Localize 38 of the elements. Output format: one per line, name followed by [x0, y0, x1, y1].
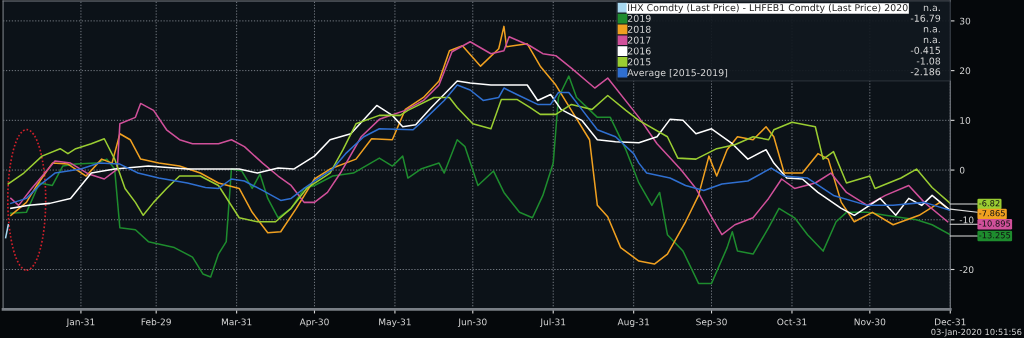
legend-label: Average [2015-2019]: [627, 68, 728, 79]
x-tick-label: Jul-31: [539, 318, 566, 327]
annotation: -10.895: [979, 220, 1011, 227]
annotation: -2.186: [910, 68, 941, 76]
x-tick-label: Nov-30: [854, 318, 886, 326]
annotation: -1.08: [916, 57, 941, 65]
legend-label: IHX Comdty (Last Price) - LHFEB1 Comdty (Last Price) 2020: [628, 3, 908, 13]
x-tick-label: May-31: [379, 318, 411, 328]
annotation: -7.865: [979, 210, 1005, 217]
y-tick-label: 10: [960, 117, 971, 124]
text: 03-Jan-2020 10:51:56: [931, 328, 1022, 337]
x-tick-label: Oct-31: [777, 318, 807, 326]
annotation: -13.255: [979, 232, 1011, 239]
x-tick-label: Feb-29: [141, 318, 171, 326]
y-tick-label: 20: [959, 67, 971, 75]
legend-label: 2017: [627, 36, 651, 44]
annotation: n.a.: [923, 5, 940, 12]
annotation: n.a.: [923, 27, 940, 33]
y-tick-label: 30: [959, 17, 971, 25]
y-tick-label: -20: [959, 266, 974, 274]
legend-label: 2018: [627, 25, 651, 33]
legend-label: 2016: [627, 47, 651, 55]
y-tick-label: 0: [959, 166, 965, 174]
x-tick-label: Aug-31: [617, 318, 650, 328]
line-series: [10, 36, 949, 236]
x-tick-label: Sep-30: [696, 318, 727, 328]
x-tick-label: Mar-31: [221, 318, 252, 326]
x-tick-label: Dec-31: [935, 318, 966, 326]
x-tick-label: Apr-30: [299, 318, 329, 328]
annotation: -6.82: [979, 200, 1000, 207]
annotation: -16.79: [910, 14, 941, 22]
annotation: -0.415: [910, 46, 940, 54]
legend-label: 2019: [627, 14, 651, 22]
y-tick-label: -10: [959, 216, 974, 224]
legend-label: 2015: [627, 58, 651, 66]
x-tick-label: Jan-31: [66, 318, 95, 327]
annotation: n.a.: [923, 37, 940, 44]
x-tick-label: Jun-30: [457, 318, 487, 327]
